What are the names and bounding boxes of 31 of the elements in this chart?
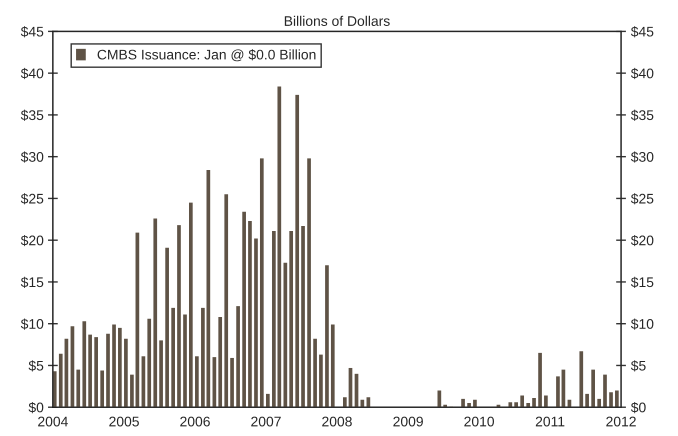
y-tick-label: $30 — [20, 151, 44, 163]
y2-tick-label: $30 — [630, 151, 654, 163]
y2-tick-label: $25 — [630, 193, 654, 204]
y2-tick-label: $10 — [630, 318, 654, 330]
x-tick-label: 2009 — [393, 416, 423, 426]
y2-tick-label: $15 — [630, 276, 654, 288]
x-tick-label: 2008 — [322, 416, 352, 426]
y2-tick-label: $35 — [630, 110, 654, 121]
x-tick-label: 2010 — [464, 416, 494, 426]
y-tick-label: $45 — [20, 26, 44, 38]
y2-tick-label: $45 — [630, 26, 654, 38]
x-tick-label: 2006 — [180, 416, 210, 426]
y-tick-label: $0 — [28, 402, 44, 414]
y-tick-label: $5 — [28, 360, 44, 372]
chart-title: Billions of Dollars — [284, 16, 390, 26]
x-tick-label: 2005 — [109, 416, 139, 426]
y2-tick-label: $20 — [630, 234, 654, 246]
y2-tick-label: $0 — [630, 402, 646, 414]
legend-label: CMBS Issuance: Jan @ $0.0 Billion — [98, 49, 316, 62]
y2-tick-label: $5 — [630, 360, 646, 372]
y2-tick-label: $40 — [630, 68, 654, 80]
y-tick-label: $40 — [20, 68, 44, 80]
x-tick-label: 2004 — [38, 416, 68, 426]
x-tick-label: 2011 — [536, 416, 564, 426]
y-tick-label: $20 — [20, 234, 44, 246]
y-tick-label: $35 — [20, 110, 44, 121]
x-tick-label: 2012 — [606, 416, 636, 426]
y-tick-label: $25 — [20, 193, 44, 204]
y-tick-label: $15 — [20, 276, 44, 288]
y-tick-label: $10 — [20, 318, 44, 330]
x-tick-label: 2007 — [251, 416, 281, 426]
